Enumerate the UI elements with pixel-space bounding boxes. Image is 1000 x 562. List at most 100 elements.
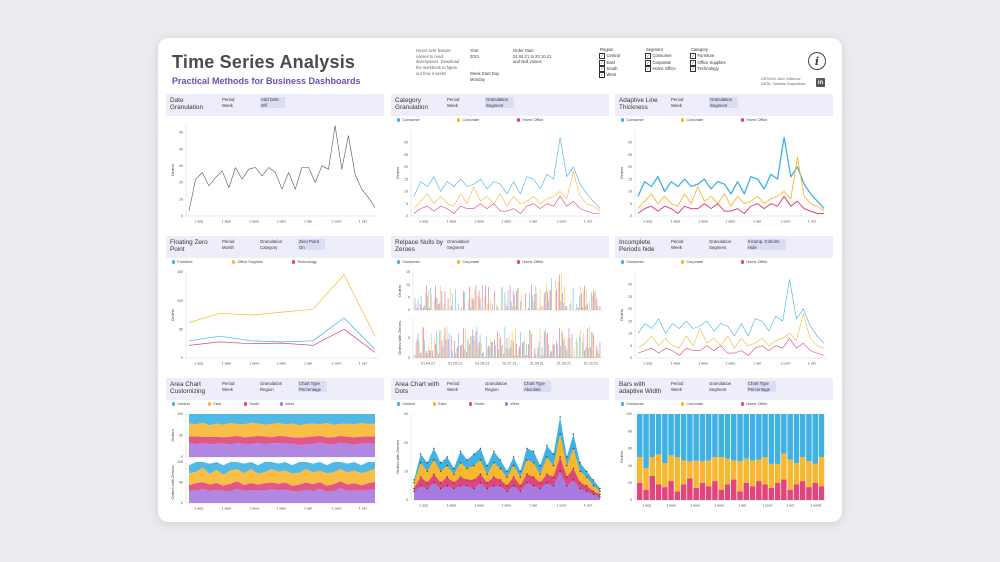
legend-item[interactable]: Consumer	[621, 118, 644, 122]
info-icon[interactable]: i	[808, 52, 826, 70]
checkbox-icon[interactable]: ✓	[690, 60, 696, 66]
panel-chart[interactable]: 0 5 10 15 20 25 30 Orders 1 апр. 1 мая 1 июн. 1 июл…	[391, 116, 609, 230]
data-dot	[520, 476, 521, 477]
y-tick-label: 15	[628, 319, 632, 323]
legend-item[interactable]: West	[505, 402, 519, 406]
legend-item[interactable]: Central	[397, 402, 415, 406]
panel-control-incomp-cohorts[interactable]: Incomp. Cohorts Hide	[747, 239, 786, 250]
panel-control-granulation[interactable]: Granulation Segment	[709, 97, 738, 108]
panel-control-period[interactable]: Period Week	[447, 381, 459, 392]
x-tick-label: 1 июл.	[726, 220, 737, 224]
checkbox-icon[interactable]: ✓	[645, 53, 651, 59]
panel-control-period[interactable]: Period Week	[447, 97, 459, 108]
linkedin-icon[interactable]: in	[816, 78, 825, 87]
category-option[interactable]: ✓ Technology	[690, 66, 726, 72]
panel-control-granulation[interactable]: Granulation Region	[485, 381, 507, 392]
panel-control-period[interactable]: Period Week	[222, 381, 234, 392]
panel-control-period[interactable]: Period Week	[222, 97, 234, 108]
week-start-filter[interactable]: Week Start Day Monday	[470, 71, 499, 82]
legend-item[interactable]: Office Supplies	[232, 260, 263, 264]
legend-item[interactable]: Consumer	[621, 402, 644, 406]
legend-item[interactable]: South	[244, 402, 259, 406]
panel-title: Bars with adaptive Width	[619, 381, 667, 396]
panel-chart[interactable]: 0 10 20 30 40 50 Orders 1 апр. 1 мая 1 июн. 1 июл.…	[166, 116, 384, 230]
checkbox-icon[interactable]: ✓	[599, 53, 605, 59]
legend-label: Corporate	[686, 260, 703, 264]
data-dot	[553, 476, 554, 477]
control-value: Week	[222, 103, 234, 109]
legend-label: Consumer	[402, 118, 420, 122]
panel-chart[interactable]: 0 50 100 Orders 0 50 100 Orders with Zeroes 1 ап…	[166, 400, 384, 514]
checkbox-icon[interactable]: ✓	[599, 72, 605, 78]
data-dot	[573, 468, 574, 469]
panel-chart[interactable]: 0 10 20 30 Orders with Zeroes 1 апр. 1 мая 1 ию…	[391, 400, 609, 514]
y-tick-label: 10	[404, 470, 408, 474]
checkbox-icon[interactable]: ✓	[690, 66, 696, 72]
data-dot	[599, 496, 600, 497]
legend-item[interactable]: Consumer	[621, 260, 644, 264]
legend-item[interactable]: Central	[172, 402, 190, 406]
bar-segment	[656, 485, 662, 501]
panel-control-zero-point[interactable]: Zero Point On	[298, 239, 325, 250]
order-date-filter[interactable]: Order Date 01.04.21 to 20.10.21 and Null…	[513, 48, 551, 65]
legend-item[interactable]: South	[469, 402, 484, 406]
legend-item[interactable]: Corporate	[681, 402, 703, 406]
panel-control-granulation[interactable]: Granulation Segment	[709, 239, 731, 250]
legend-item[interactable]: Technology	[292, 260, 317, 264]
panel-control-period[interactable]: Period Week	[671, 239, 683, 250]
data-dot	[413, 479, 414, 480]
checkbox-icon[interactable]: ✓	[599, 60, 605, 66]
legend-item[interactable]: East	[208, 402, 221, 406]
bar-segment	[813, 464, 819, 483]
checkbox-icon[interactable]: ✓	[645, 60, 651, 66]
segment-option[interactable]: ✓ Home Office	[645, 66, 676, 72]
legend-item[interactable]: Home Office	[741, 118, 767, 122]
legend-item[interactable]: East	[433, 402, 446, 406]
control-value: Percentage	[748, 387, 770, 393]
year-filter[interactable]: Year 2021	[470, 48, 479, 59]
legend-item[interactable]: West	[280, 402, 294, 406]
panel-control-period[interactable]: Period Week	[671, 97, 683, 108]
panel-control-period[interactable]: Period Month	[222, 239, 234, 250]
y-tick-label: 10	[628, 332, 632, 336]
legend-item[interactable]: Home Office	[517, 118, 543, 122]
legend-item[interactable]: Home Office	[517, 260, 543, 264]
legend-item[interactable]: Furniture	[172, 260, 193, 264]
panel-chart[interactable]: 0 50 100 150 Orders 1 апр. 1 мая 1 июн. 1 июл. 1 …	[166, 258, 384, 372]
data-dot	[533, 485, 534, 486]
data-dot	[546, 456, 547, 457]
panel-control-period[interactable]: Period Week	[671, 381, 683, 392]
panel-chart[interactable]: 0 5 10 15 Orders 0 5 Orders with Zeroes 01.04.21…	[391, 258, 609, 372]
legend-item[interactable]: Consumer	[397, 118, 420, 122]
legend-item[interactable]: Corporate	[681, 260, 703, 264]
checkbox-icon[interactable]: ✓	[599, 66, 605, 72]
panel-control-granulation[interactable]: Granulation Region	[260, 381, 282, 392]
panel-chart[interactable]: 0 5 10 15 20 25 30 Orders 1 апр. 1 мая 1 июн. 1 июл…	[615, 258, 833, 372]
data-dot	[500, 485, 501, 486]
series-line	[414, 196, 600, 213]
panel-control-granulation[interactable]: Granulation Category	[260, 239, 282, 250]
panel-control-granulation[interactable]: Granulation Segment	[447, 239, 469, 250]
legend-item[interactable]: Home Office	[741, 260, 767, 264]
legend-item[interactable]: Corporate	[457, 260, 479, 264]
panel-control-granulation[interactable]: Granulation Segment	[709, 381, 731, 392]
data-dot	[427, 471, 428, 472]
panel-control-add-dots[interactable]: Add Dots Off	[260, 97, 285, 108]
region-option[interactable]: ✓ West	[599, 72, 620, 78]
control-label: Incomp. Cohorts	[748, 239, 780, 245]
legend-item[interactable]: Home Office	[741, 402, 767, 406]
legend-item[interactable]: Corporate	[457, 118, 479, 122]
checkbox-icon[interactable]: ✓	[645, 66, 651, 72]
data-dot	[553, 465, 554, 466]
checkbox-icon[interactable]: ✓	[690, 53, 696, 59]
legend-item[interactable]: Consumer	[397, 260, 420, 264]
legend-item[interactable]: Corporate	[681, 118, 703, 122]
panel-chart[interactable]: 0 5 10 15 20 25 30 Orders 1 апр. 1 мая 1 июн. 1 июл…	[615, 116, 833, 230]
panel-control-chart-type[interactable]: Chart Type Absolute	[523, 381, 551, 392]
panel-chart[interactable]: 0 20 40 60 80 100 Orders 1 апр. 1 мая 1 июн. 1 июл…	[615, 400, 833, 514]
bar-segment	[750, 414, 756, 460]
panel-control-chart-type[interactable]: Chart Type Percentage	[747, 381, 776, 392]
panel-control-granulation[interactable]: Granulation Segment	[485, 97, 514, 108]
panel-control-chart-type[interactable]: Chart Type Percentage	[298, 381, 327, 392]
dashboard: Time Series Analysis Practical Methods f…	[158, 38, 842, 522]
